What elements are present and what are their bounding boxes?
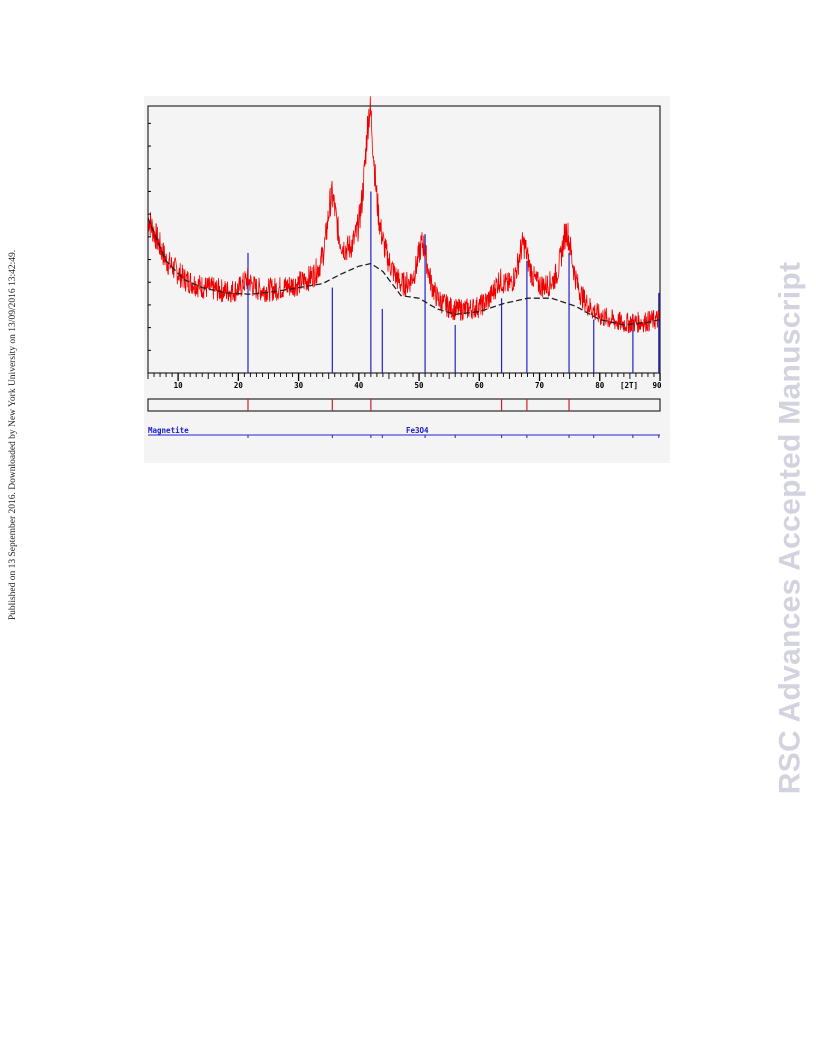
plot-frame xyxy=(147,105,661,374)
phase-name: Magnetite xyxy=(148,426,189,435)
x-tick-label-70: 70 xyxy=(535,381,545,390)
x-tick-label-60: 60 xyxy=(475,381,485,390)
x-tick-label-10: 10 xyxy=(174,381,184,390)
watermark: RSC Advances Accepted Manuscript xyxy=(770,255,810,800)
xrd-chart: 10 20 30 40 50 60 70 80 90 [2T] Magnetite Fe3O4 xyxy=(147,96,662,438)
observed-pattern xyxy=(147,96,661,334)
phase-strip xyxy=(147,398,661,412)
x-tick-label-80: 80 xyxy=(595,381,605,390)
x-axis-unit: [2T] xyxy=(620,381,638,390)
x-tick-label-20: 20 xyxy=(234,381,244,390)
xrd-figure: 10 20 30 40 50 60 70 80 90 [2T] Magnetite Fe3O4 xyxy=(144,96,670,463)
phase-formula: Fe3O4 xyxy=(406,426,429,435)
x-tick-label-50: 50 xyxy=(415,381,425,390)
watermark-text: RSC Advances Accepted Manuscript xyxy=(773,261,806,794)
publication-note-text: Published on 13 September 2016. Download… xyxy=(8,249,18,621)
x-tick-label-40: 40 xyxy=(354,381,364,390)
x-tick-label-90: 90 xyxy=(652,381,662,390)
publication-note: Published on 13 September 2016. Download… xyxy=(6,225,20,645)
x-tick-label-30: 30 xyxy=(294,381,304,390)
